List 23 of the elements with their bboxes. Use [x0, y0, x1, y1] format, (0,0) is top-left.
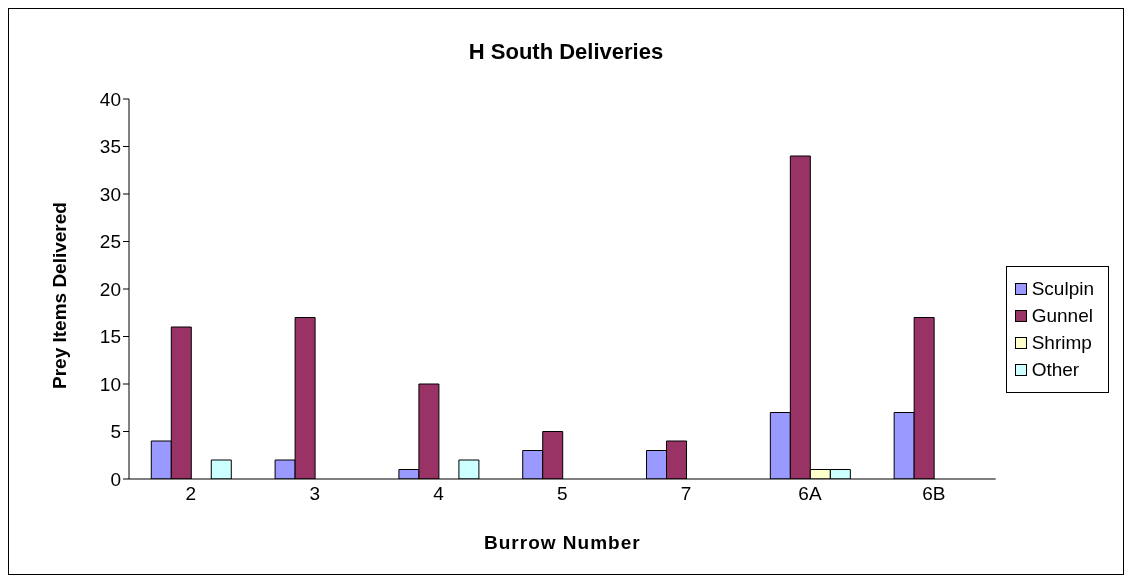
chart-title: H South Deliveries: [467, 39, 665, 66]
y-tick-label: 40: [99, 88, 121, 110]
y-tick-label: 5: [110, 421, 121, 443]
y-tick-label: 35: [99, 136, 121, 158]
legend-label: Sculpin: [1030, 277, 1094, 300]
y-tick-label: 25: [99, 231, 121, 253]
x-tick-label: 2: [185, 483, 197, 505]
x-axis-title: Burrow Number: [484, 532, 641, 553]
legend-label: Shrimp: [1030, 331, 1093, 354]
x-tick-label: 7: [680, 483, 692, 505]
y-tick-label: 0: [110, 468, 121, 490]
x-tick-label: 5: [557, 483, 568, 505]
legend-label: Gunnel: [1030, 304, 1094, 327]
x-tick-label: 4: [433, 483, 445, 505]
y-axis-title: Prey Items Delivered: [48, 202, 70, 389]
y-tick-label: 30: [99, 183, 121, 205]
x-tick-label: 6A: [798, 483, 822, 505]
y-tick-label: 10: [99, 373, 121, 395]
x-tick-label: 6B: [922, 483, 946, 505]
y-tick-label: 15: [99, 326, 121, 348]
y-tick-label: 20: [99, 278, 121, 300]
legend-label: Other: [1030, 358, 1081, 381]
x-tick-label: 3: [309, 483, 320, 505]
